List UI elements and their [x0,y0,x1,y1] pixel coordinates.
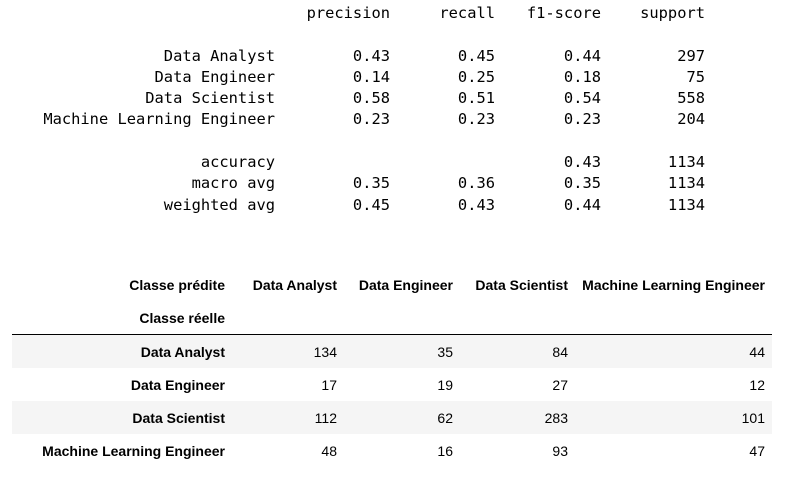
report-row: Data Engineer 0.14 0.25 0.18 75 [0,67,705,88]
report-header-row: precision recall f1-score support [0,3,705,24]
report-class-label: Data Engineer [154,67,275,86]
cell-value: 16 [437,442,453,459]
index-axis-name: Classe réelle [12,301,232,335]
support-value: 75 [686,67,705,86]
cell-value: 47 [749,442,765,459]
table-row: Data Scientist 112 62 283 101 [12,401,772,434]
recall-value: 0.43 [457,195,495,214]
cell-value: 17 [321,376,337,393]
precision-value: 0.43 [352,46,390,65]
report-class-label: Data Analyst [163,46,275,65]
cell-value: 283 [544,409,568,426]
precision-value: 0.14 [352,67,390,86]
f1-value: 0.35 [563,174,601,193]
precision-value: 0.45 [352,195,390,214]
summary-label: accuracy [200,153,275,172]
precision-value: 0.35 [352,174,390,193]
support-value: 1134 [667,174,705,193]
column-header: Data Analyst [252,276,337,293]
report-row: Data Analyst 0.43 0.45 0.44 297 [0,46,705,67]
f1-value: 0.44 [563,46,601,65]
row-label: Data Analyst [140,343,225,360]
recall-value: 0.36 [457,174,495,193]
column-header: Data Engineer [358,276,453,293]
columns-axis-name: Classe prédite [129,276,225,293]
f1-value: 0.18 [563,67,601,86]
column-header-row: Classe prédite Data Analyst Data Enginee… [12,268,772,301]
report-row: Machine Learning Engineer 0.23 0.23 0.23… [0,109,705,130]
summary-label: macro avg [191,174,275,193]
table-row: Data Engineer 17 19 27 12 [12,368,772,401]
confusion-matrix-table: Classe prédite Data Analyst Data Enginee… [12,268,772,467]
recall-value: 0.25 [457,67,495,86]
cell-value: 101 [741,409,765,426]
header-precision: precision [306,4,390,22]
report-blank-line [0,131,37,152]
f1-value: 0.44 [563,195,601,214]
report-blank-line [0,24,37,45]
report-row: Data Scientist 0.58 0.51 0.54 558 [0,88,705,109]
row-label: Data Engineer [130,376,225,393]
cell-value: 12 [749,376,765,393]
cell-value: 62 [437,409,453,426]
cell-value: 134 [313,343,337,360]
table-row: Machine Learning Engineer 48 16 93 47 [12,434,772,467]
cell-value: 27 [552,376,568,393]
row-label: Data Scientist [132,409,225,426]
report-class-label: Data Scientist [145,89,275,108]
cell-value: 35 [437,343,453,360]
report-summary-row: accuracy 0.43 1134 [0,152,705,173]
index-name-row: Classe réelle [12,301,772,335]
f1-value: 0.43 [563,153,601,172]
cell-value: 44 [749,343,765,360]
support-value: 1134 [667,195,705,214]
f1-value: 0.23 [563,110,601,129]
cell-value: 48 [321,442,337,459]
f1-value: 0.54 [563,89,601,108]
report-summary-row: weighted avg 0.45 0.43 0.44 1134 [0,195,705,216]
precision-value: 0.23 [352,110,390,129]
cell-value: 84 [552,343,568,360]
recall-value: 0.45 [457,46,495,65]
summary-label: weighted avg [163,195,275,214]
cell-value: 93 [552,442,568,459]
header-support: support [640,4,705,22]
classification-report: precision recall f1-score support Data A… [0,3,705,216]
precision-value: 0.58 [352,89,390,108]
report-summary-row: macro avg 0.35 0.36 0.35 1134 [0,173,705,194]
support-value: 204 [677,110,705,129]
table-row: Data Analyst 134 35 84 44 [12,334,772,368]
support-value: 1134 [667,153,705,172]
cell-value: 19 [437,376,453,393]
cell-value: 112 [314,409,337,426]
column-header: Data Scientist [475,276,568,293]
recall-value: 0.51 [457,89,495,108]
support-value: 297 [677,46,705,65]
header-f1-score: f1-score [526,4,601,22]
row-label: Machine Learning Engineer [42,442,225,459]
column-header: Machine Learning Engineer [582,276,765,293]
header-recall: recall [439,4,495,22]
recall-value: 0.23 [457,110,495,129]
support-value: 558 [677,89,705,108]
report-class-label: Machine Learning Engineer [43,110,275,129]
